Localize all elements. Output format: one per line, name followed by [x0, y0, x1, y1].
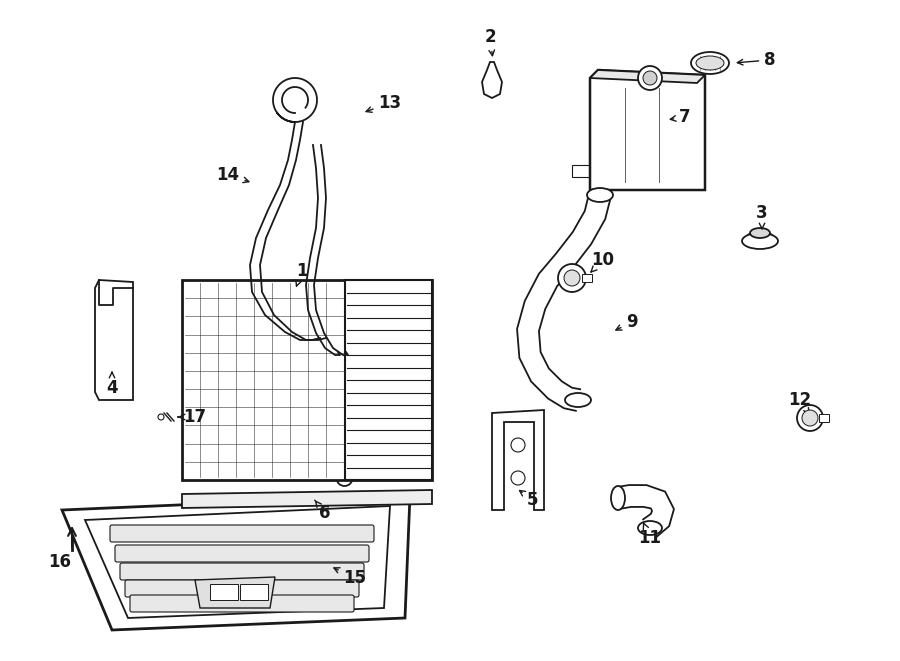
Text: 15: 15	[334, 568, 366, 587]
Circle shape	[158, 414, 164, 420]
Bar	[314, 346, 326, 354]
Bar	[232, 505, 240, 513]
Polygon shape	[590, 70, 705, 190]
Text: 7: 7	[670, 108, 691, 126]
Text: 2: 2	[484, 28, 496, 56]
Ellipse shape	[565, 393, 591, 407]
Text: 5: 5	[519, 490, 539, 509]
Circle shape	[511, 471, 525, 485]
Text: 13: 13	[366, 94, 401, 112]
Text: 11: 11	[638, 524, 662, 547]
Bar	[312, 505, 320, 513]
Text: 10: 10	[591, 251, 615, 272]
Bar	[345, 280, 432, 480]
Text: 4: 4	[106, 372, 118, 397]
Bar	[582, 274, 592, 282]
Text: 8: 8	[737, 51, 776, 69]
Bar	[240, 584, 268, 600]
Polygon shape	[85, 506, 390, 618]
Circle shape	[802, 410, 818, 426]
Bar	[101, 370, 111, 378]
FancyBboxPatch shape	[120, 563, 364, 580]
Bar	[392, 505, 400, 513]
Ellipse shape	[611, 486, 625, 510]
Bar	[572, 165, 590, 177]
Text: 6: 6	[315, 500, 331, 522]
Ellipse shape	[742, 233, 778, 249]
Text: 3: 3	[756, 204, 768, 229]
Polygon shape	[195, 577, 275, 608]
Circle shape	[564, 270, 580, 286]
Text: 12: 12	[788, 391, 812, 414]
Text: 17: 17	[178, 408, 207, 426]
Polygon shape	[492, 410, 544, 510]
Bar	[182, 280, 432, 480]
Circle shape	[487, 82, 497, 92]
Polygon shape	[482, 62, 502, 98]
Ellipse shape	[638, 521, 662, 535]
Text: 14: 14	[216, 166, 249, 184]
Circle shape	[558, 264, 586, 292]
Bar	[819, 414, 829, 422]
Polygon shape	[182, 490, 432, 508]
Ellipse shape	[691, 52, 729, 74]
Polygon shape	[590, 70, 705, 83]
Ellipse shape	[587, 188, 613, 202]
Bar	[259, 331, 271, 339]
FancyBboxPatch shape	[125, 580, 359, 597]
Circle shape	[643, 71, 657, 85]
Ellipse shape	[750, 228, 770, 238]
Circle shape	[300, 287, 316, 303]
Ellipse shape	[696, 56, 724, 70]
Text: 9: 9	[616, 313, 638, 331]
Text: 16: 16	[49, 553, 71, 571]
Circle shape	[797, 405, 823, 431]
Polygon shape	[95, 280, 133, 400]
Circle shape	[105, 330, 115, 340]
Circle shape	[304, 291, 312, 299]
Text: 1: 1	[296, 262, 308, 286]
Circle shape	[511, 438, 525, 452]
Bar	[210, 584, 238, 600]
Circle shape	[638, 66, 662, 90]
FancyBboxPatch shape	[115, 545, 369, 562]
FancyBboxPatch shape	[130, 595, 354, 612]
Polygon shape	[62, 495, 410, 630]
FancyBboxPatch shape	[110, 525, 374, 542]
